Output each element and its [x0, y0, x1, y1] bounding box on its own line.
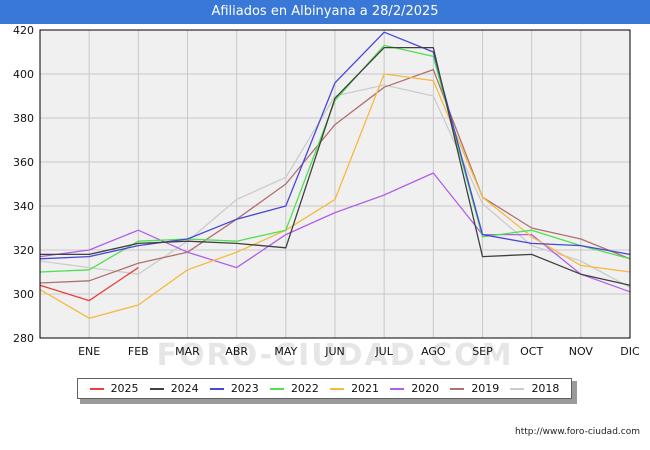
y-tick-label: 360	[13, 156, 34, 169]
legend-swatch	[269, 387, 284, 390]
series-line-2019	[39, 68, 631, 284]
x-tick-label: JUL	[374, 345, 393, 358]
legend-label: 2018	[531, 382, 560, 395]
legend-swatch	[330, 387, 345, 390]
x-axis-ticks: ENE FEB MAR ABR MAY JUN JUL AGO SEP OCT NOV DIC	[78, 345, 640, 358]
legend-label: 2021	[351, 382, 380, 395]
legend-label: 2023	[230, 382, 259, 395]
legend-swatch	[390, 387, 405, 390]
series-line-2024	[40, 46, 631, 286]
legend-label: 2025	[110, 382, 139, 395]
y-tick-label: 420	[13, 24, 34, 37]
y-tick-label: 320	[13, 244, 34, 257]
legend-swatch	[89, 387, 104, 390]
y-tick-label: 340	[13, 200, 34, 213]
y-tick-label: 400	[13, 68, 34, 81]
y-tick-label: 300	[13, 288, 34, 301]
x-tick-label: OCT	[520, 345, 543, 358]
legend-item-2021: 2021	[330, 382, 379, 395]
series-line-2021	[39, 73, 631, 319]
y-tick-label: 380	[13, 112, 34, 125]
x-tick-label: MAR	[175, 345, 200, 358]
legend-swatch	[209, 387, 224, 390]
legend-label: 2024	[170, 382, 199, 395]
y-axis-ticks: 280 300 320 340 360 380 400 420	[13, 24, 34, 345]
series-line-2023	[39, 31, 631, 260]
legend-swatch	[149, 387, 164, 390]
legend-swatch	[510, 387, 525, 390]
series-line-2022	[39, 44, 631, 273]
legend-item-2024: 2024	[149, 382, 199, 395]
footer-url[interactable]: http://www.foro-ciudad.com	[515, 427, 640, 437]
plot-border	[39, 29, 631, 339]
x-tick-label: MAY	[274, 345, 297, 358]
x-tick-label: FEB	[128, 345, 149, 358]
legend-item-2020: 2020	[390, 382, 439, 395]
legend-label: 2020	[411, 382, 440, 395]
legend-swatch	[450, 387, 465, 390]
x-tick-label: NOV	[569, 345, 594, 358]
watermark: FORO-CIUDAD.COM	[157, 338, 514, 373]
series-lines	[39, 31, 631, 319]
x-tick-label: AGO	[421, 345, 446, 358]
x-tick-label: SEP	[472, 345, 493, 358]
chart-title: Afiliados en Albinyana a 28/2/2025	[0, 0, 650, 24]
legend: 2025 2024 2023 2022 2021 2020 2019 2018	[77, 378, 572, 399]
legend-item-2018: 2018	[510, 382, 559, 395]
legend-item-2025: 2025	[89, 382, 139, 395]
legend-label: 2019	[471, 382, 500, 395]
legend-label: 2022	[290, 382, 319, 395]
series-line-2018	[39, 84, 631, 288]
y-tick-label: 280	[13, 332, 34, 345]
series-line-2020	[39, 172, 631, 293]
series-line-2025	[39, 267, 139, 302]
x-tick-label: ABR	[225, 345, 248, 358]
legend-item-2019: 2019	[450, 382, 499, 395]
x-tick-label: ENE	[78, 345, 100, 358]
x-tick-label: JUN	[324, 345, 345, 358]
x-tick-label: DIC	[620, 345, 640, 358]
legend-item-2023: 2023	[209, 382, 259, 395]
legend-item-2022: 2022	[269, 382, 319, 395]
